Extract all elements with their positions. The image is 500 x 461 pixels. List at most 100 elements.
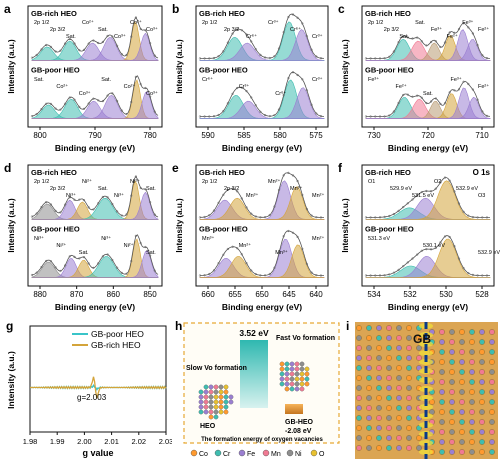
raw-data-point: [402, 93, 405, 97]
charge-density: [419, 449, 433, 455]
atom: [294, 386, 300, 392]
raw-data-point: [153, 213, 156, 216]
peak-label: Sat.: [79, 250, 89, 256]
lattice-atom: [469, 349, 475, 355]
raw-data-point: [259, 53, 262, 57]
raw-data-point: [291, 231, 295, 234]
atom: [279, 361, 285, 367]
lattice-atom: [376, 335, 382, 341]
fit-peak: [31, 32, 159, 61]
charge-density: [419, 395, 433, 401]
raw-data-point: [254, 104, 257, 107]
peak-label: Cr³⁺: [312, 33, 323, 40]
atom: [228, 399, 234, 405]
atom: [218, 409, 224, 415]
lattice-atom: [356, 355, 362, 361]
lattice-atom: [386, 435, 392, 441]
charge-density: [419, 404, 433, 410]
raw-data-point: [82, 48, 86, 52]
bar-value: 3.52 eV: [239, 328, 269, 338]
lattice-atom: [489, 429, 495, 435]
sample-label-top: GB-rich HEO: [31, 9, 77, 18]
lattice-atom: [366, 325, 372, 331]
peak-label: Cr⁶⁺: [202, 76, 213, 83]
raw-data-point: [250, 96, 253, 99]
charge-density: [419, 350, 433, 356]
lattice-atom: [406, 355, 412, 361]
panel-i-svg: i GB: [346, 319, 498, 459]
lattice-atom: [439, 379, 445, 385]
lattice-atom: [396, 355, 402, 361]
atom: [294, 371, 300, 377]
lattice-atom: [489, 389, 495, 395]
raw-data-point: [406, 202, 409, 205]
peak-label: Sat.: [423, 91, 433, 97]
raw-data-point: [87, 262, 90, 265]
lattice-atom: [489, 409, 495, 415]
series-line-rich: [30, 376, 167, 399]
peak-label: 2p 1/2: [202, 179, 217, 185]
legend-label: O: [319, 451, 325, 458]
raw-data-point: [250, 269, 253, 272]
envelope-line: [366, 177, 490, 218]
lattice-atoms: [356, 323, 495, 455]
x-tick-label: 528: [475, 290, 489, 299]
lattice-atom: [406, 445, 412, 451]
peak-label: Co²⁺: [56, 83, 68, 90]
atom: [299, 376, 305, 382]
lattice-atom: [479, 329, 485, 335]
lattice-atom: [366, 345, 372, 351]
lattice-atom: [366, 425, 372, 431]
x-tick-label: 730: [367, 131, 381, 140]
lattice-atom: [439, 349, 445, 355]
atom: [208, 414, 214, 420]
raw-data-point: [73, 42, 76, 45]
lattice-atom: [489, 349, 495, 355]
peak-label: 2p 1/2: [34, 20, 49, 26]
lattice-atom: [469, 449, 475, 455]
x-tick-label: 800: [33, 131, 47, 140]
atom: [213, 394, 219, 400]
x-tick-label: 575: [309, 131, 323, 140]
sample-label-top: GB-rich HEO: [199, 168, 245, 177]
atom: [284, 371, 290, 377]
envelope-line: [199, 230, 324, 276]
lattice-atom: [406, 365, 412, 371]
lattice-atom: [479, 439, 485, 445]
raw-data-point: [259, 110, 262, 113]
peak-label: 2p 3/2: [384, 27, 399, 33]
lattice-atom: [439, 389, 445, 395]
raw-data-point: [397, 268, 400, 272]
peak-label: Ni²⁺: [124, 242, 134, 249]
raw-data-point: [226, 188, 230, 192]
peak-label: Co³⁺: [114, 33, 126, 40]
atom: [203, 404, 209, 410]
raw-data-point: [236, 190, 239, 193]
raw-data-point: [429, 100, 433, 103]
lattice-atom: [439, 409, 445, 415]
envelope-line: [200, 71, 325, 117]
x-tick-label: 780: [143, 131, 157, 140]
raw-data-point: [35, 271, 38, 274]
atom: [299, 361, 305, 367]
atom: [213, 414, 219, 420]
peak-label: 531.5 eV: [412, 193, 434, 199]
lattice-atom: [406, 385, 412, 391]
atom: [279, 366, 285, 372]
atom: [203, 384, 209, 390]
lattice-atom: [489, 399, 495, 405]
lattice-atom: [386, 415, 392, 421]
raw-data-point: [462, 267, 465, 270]
atom: [304, 366, 310, 372]
lattice-atom: [479, 409, 485, 415]
lattice-atom: [396, 405, 402, 411]
lattice-atom: [396, 445, 402, 451]
lattice-atom: [459, 449, 465, 455]
lattice-atom: [376, 355, 382, 361]
raw-data-point: [59, 49, 62, 52]
peak-label: 2p 3/2: [224, 27, 239, 33]
peak-label: Mn²⁺: [239, 242, 251, 249]
lattice-atom: [469, 359, 475, 365]
raw-data-point: [115, 210, 119, 213]
